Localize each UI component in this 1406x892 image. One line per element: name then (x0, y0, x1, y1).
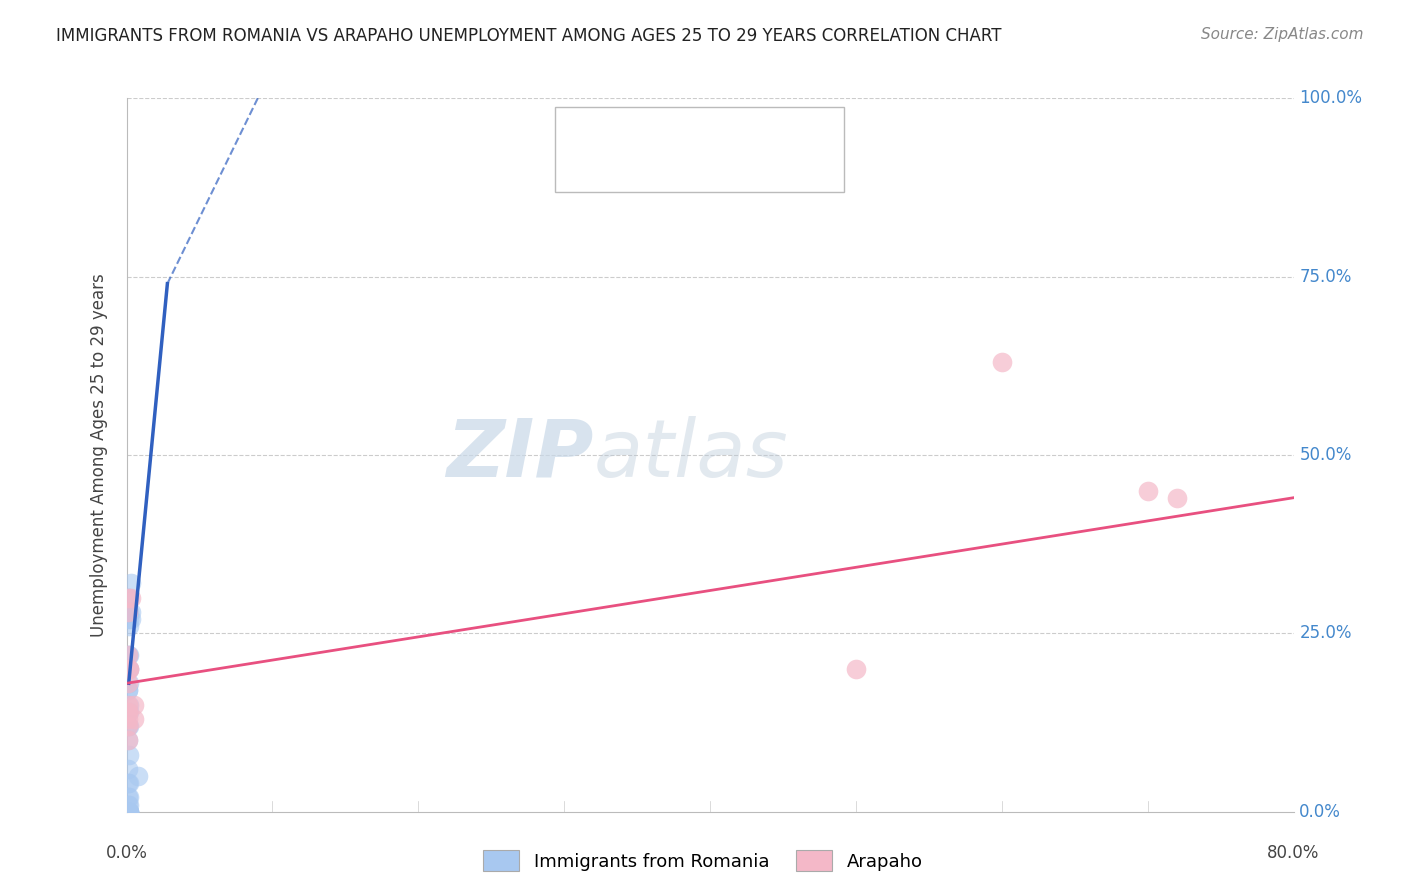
Text: atlas: atlas (593, 416, 789, 494)
Text: 0.0%: 0.0% (1299, 803, 1341, 821)
Point (118, 805, 141, 819)
Point (120, 576, 142, 591)
Point (117, 662, 139, 676)
Point (118, 790, 141, 805)
Point (117, 805, 139, 819)
Point (117, 805, 139, 819)
Point (120, 605, 142, 619)
Point (117, 698, 139, 712)
Point (118, 805, 141, 819)
Point (117, 805, 139, 819)
Point (120, 612, 142, 626)
Point (117, 790, 139, 805)
Text: ZIP: ZIP (446, 416, 593, 494)
Point (117, 805, 139, 819)
Text: 80.0%: 80.0% (1267, 844, 1320, 862)
Point (118, 747, 141, 762)
Y-axis label: Unemployment Among Ages 25 to 29 years: Unemployment Among Ages 25 to 29 years (90, 273, 108, 637)
Point (117, 705, 139, 719)
Point (117, 762, 139, 776)
Text: 50.0%: 50.0% (1299, 446, 1351, 464)
Point (117, 683, 139, 698)
Text: 25.0%: 25.0% (1299, 624, 1351, 642)
Point (117, 805, 139, 819)
Point (118, 805, 141, 819)
Point (117, 797, 139, 812)
Point (1136, 483, 1159, 498)
Text: Source: ZipAtlas.com: Source: ZipAtlas.com (1201, 27, 1364, 42)
Point (117, 605, 139, 619)
Point (117, 591, 139, 605)
Text: 100.0%: 100.0% (1299, 89, 1362, 107)
Text: IMMIGRANTS FROM ROMANIA VS ARAPAHO UNEMPLOYMENT AMONG AGES 25 TO 29 YEARS CORREL: IMMIGRANTS FROM ROMANIA VS ARAPAHO UNEMP… (56, 27, 1001, 45)
Point (117, 712, 139, 726)
Point (120, 591, 142, 605)
Point (118, 719, 141, 733)
Point (117, 648, 139, 662)
Point (990, 355, 1012, 369)
Text: R = 0.628: R = 0.628 (616, 119, 714, 136)
Point (117, 733, 139, 747)
Point (117, 805, 139, 819)
Text: N = 18: N = 18 (731, 154, 799, 172)
Point (122, 698, 145, 712)
Point (117, 719, 139, 733)
Point (127, 769, 149, 783)
Point (845, 662, 868, 676)
Point (118, 662, 141, 676)
Point (117, 776, 139, 790)
Point (1166, 491, 1188, 505)
Text: 75.0%: 75.0% (1299, 268, 1351, 285)
Point (117, 591, 139, 605)
Point (118, 698, 141, 712)
Point (118, 648, 141, 662)
Point (118, 662, 141, 676)
Point (117, 605, 139, 619)
Point (118, 805, 141, 819)
Point (117, 805, 139, 819)
Text: N = 45: N = 45 (731, 119, 799, 136)
Point (118, 676, 141, 690)
Point (118, 605, 141, 619)
Text: 0.0%: 0.0% (105, 844, 148, 862)
Point (117, 648, 139, 662)
Point (118, 612, 141, 626)
Point (122, 712, 145, 726)
Point (118, 591, 141, 605)
Text: R = 0.651: R = 0.651 (616, 154, 714, 172)
Point (118, 805, 141, 819)
Point (117, 719, 139, 733)
Point (117, 676, 139, 690)
Point (117, 683, 139, 698)
Point (117, 805, 139, 819)
Point (118, 619, 141, 633)
Point (118, 662, 141, 676)
Point (118, 776, 141, 790)
Legend: Immigrants from Romania, Arapaho: Immigrants from Romania, Arapaho (475, 843, 931, 879)
Point (117, 805, 139, 819)
Point (117, 733, 139, 747)
Point (118, 797, 141, 812)
Point (118, 705, 141, 719)
Point (117, 805, 139, 819)
